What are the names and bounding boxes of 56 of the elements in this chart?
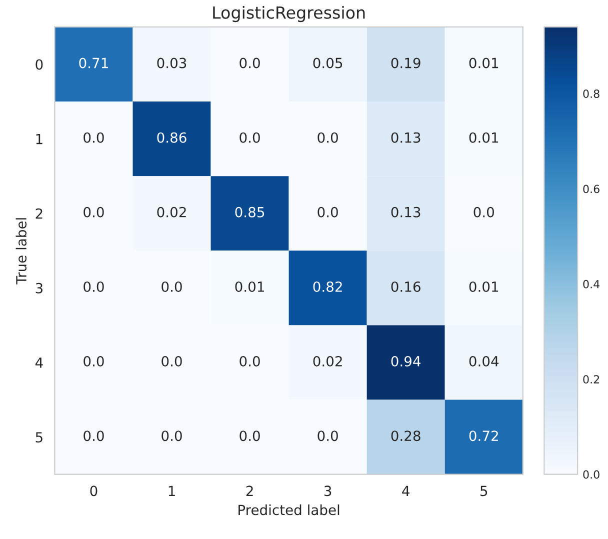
- data-label: 0.0: [162, 430, 182, 442]
- data-label: 0.01: [469, 58, 498, 68]
- data-label: 0.0: [240, 430, 260, 442]
- data-label: 0.86: [157, 132, 186, 143]
- data-label: 0.01: [235, 281, 264, 292]
- color-bar-label: 0.4: [583, 280, 600, 288]
- data-label: 0.0: [318, 430, 338, 442]
- data-label: 0.01: [469, 281, 498, 292]
- data-label: 0.02: [157, 206, 186, 218]
- y-tick-label: 1: [36, 134, 42, 144]
- y-tick-label: 2: [36, 208, 42, 219]
- data-label: 0.01: [469, 132, 498, 143]
- data-label: 0.0: [240, 58, 260, 68]
- data-label: 0.16: [391, 281, 420, 292]
- data-label: 0.72: [469, 430, 498, 442]
- x-axis-title: Predicted label: [238, 504, 340, 516]
- data-label: 0.0: [240, 356, 260, 367]
- data-label: 0.71: [79, 58, 108, 68]
- data-label: 0.04: [469, 356, 499, 367]
- data-label: 0.0: [318, 206, 338, 218]
- data-label: 0.0: [84, 430, 104, 442]
- data-label: 0.13: [391, 132, 420, 143]
- data-label: 0.05: [313, 58, 342, 68]
- color-bar-label: 0.2: [583, 375, 600, 384]
- x-tick-label: 5: [480, 486, 488, 496]
- x-tick-label: 1: [168, 486, 175, 496]
- data-label: 0.28: [391, 430, 420, 442]
- x-tick-label: 4: [402, 486, 410, 496]
- data-label: 0.0: [84, 356, 104, 367]
- color-bar-label: 0.8: [583, 90, 600, 98]
- data-label: 0.0: [162, 356, 182, 367]
- data-label: 0.0: [84, 281, 104, 292]
- data-label: 0.0: [162, 281, 182, 292]
- data-label: 0.0: [84, 132, 104, 143]
- data-label: 0.02: [313, 356, 342, 367]
- data-label: 0.19: [391, 58, 420, 68]
- data-label: 0.0: [318, 132, 338, 143]
- data-label: 0.0: [474, 206, 494, 218]
- chart-title: LogisticRegression: [213, 6, 365, 22]
- y-tick-label: 0: [36, 59, 43, 70]
- x-tick-label: 3: [324, 486, 332, 496]
- data-label: 0.13: [391, 206, 420, 218]
- color-bar-label: 0.0: [583, 470, 600, 479]
- data-label: 0.03: [157, 58, 186, 68]
- x-tick-label: 2: [246, 486, 253, 496]
- color-bar-label: 0.6: [583, 184, 600, 194]
- y-axis-title: True label: [16, 218, 27, 284]
- data-label: 0.0: [84, 206, 104, 218]
- y-tick-label: 4: [35, 358, 43, 368]
- data-label: 0.82: [313, 281, 342, 292]
- x-tick-label: 0: [90, 486, 98, 496]
- y-tick-label: 5: [36, 432, 42, 443]
- data-label: 0.0: [240, 132, 260, 143]
- data-label: 0.85: [235, 206, 264, 218]
- y-tick-label: 3: [36, 282, 42, 294]
- data-label: 0.94: [391, 356, 421, 367]
